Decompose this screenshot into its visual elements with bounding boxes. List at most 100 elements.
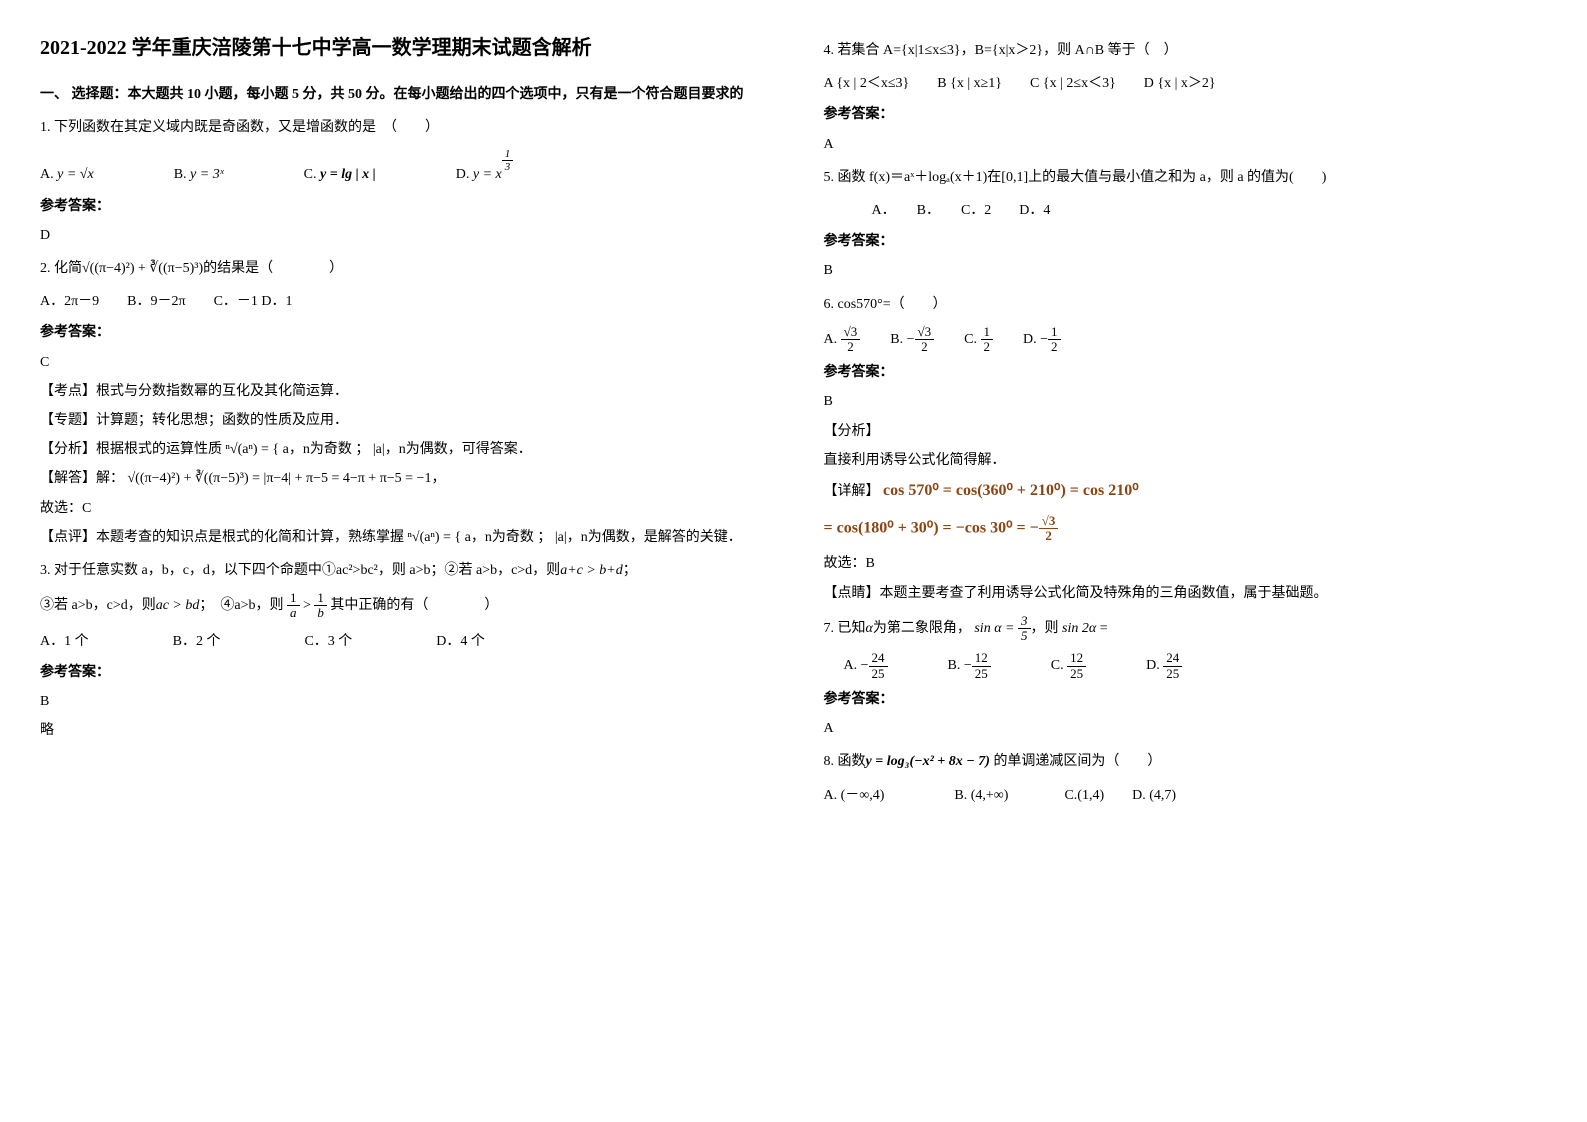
q2-dianping-pre: 【点评】本题考查的知识点是根式的化简和计算，熟练掌握	[40, 530, 404, 545]
q6-optC-frac: 12	[981, 325, 994, 355]
q3-l2d: 1a > 1b	[287, 598, 327, 613]
q6-answer: B	[824, 389, 1548, 414]
q7-b: α	[866, 621, 873, 636]
q6-xiangjie-line2: = cos(180⁰ + 30⁰) = −cos 30⁰ = −√32	[824, 514, 1548, 544]
q6-xiangjie-label: 【详解】	[824, 484, 880, 499]
q8-a: 8. 函数	[824, 754, 866, 769]
q7-stem: 7. 已知α为第二象限角， sin α = 35，则 sin 2α =	[824, 614, 1548, 644]
q6-optB-label: B.	[890, 332, 903, 347]
q7-optA-frac: 2425	[869, 651, 888, 681]
q2-stem-math: √((π−4)²) + ∛((π−5)³)	[82, 261, 203, 276]
q6-xiangjie-line1: cos 570⁰ = cos(360⁰ + 210⁰) = cos 210⁰	[883, 482, 1139, 499]
q5-stem: 5. 函数 f(x)＝aˣ＋logₐ(x＋1)在[0,1]上的最大值与最小值之和…	[824, 165, 1548, 190]
q7-optD-frac: 2425	[1163, 651, 1182, 681]
q2-dianping: 【点评】本题考查的知识点是根式的化简和计算，熟练掌握 ⁿ√(aⁿ) = { a，…	[40, 525, 764, 550]
q2-answer-label: 参考答案：	[40, 320, 764, 345]
q3-l2b: ac > bd	[156, 598, 200, 613]
q3-stem-line1: 3. 对于任意实数 a，b，c，d，以下四个命题中①ac²>bc²，则 a>b；…	[40, 558, 764, 583]
q2-kaodian: 【考点】根式与分数指数幂的互化及其化简运算．	[40, 379, 764, 404]
right-column: 4. 若集合 A={x|1≤x≤3}，B={x|x＞2}，则 A∩B 等于（ ）…	[824, 30, 1548, 812]
q3-stem-line2: ③若 a>b，c>d，则ac > bd； ④a>b，则 1a > 1b 其中正确…	[40, 591, 764, 621]
q3-l2e: 其中正确的有（ ）	[330, 598, 498, 613]
q3-lue: 略	[40, 718, 764, 743]
q7-answer: A	[824, 716, 1548, 741]
q4-opts: A {x | 2＜x≤3} B {x | x≥1} C {x | 2≤x＜3} …	[824, 71, 1548, 96]
q2-jieda-post: 故选：C	[40, 496, 764, 521]
q3-l1a: 3. 对于任意实数 a，b，c，d，以下四个命题中①ac²>bc²，则 a>b；…	[40, 563, 560, 578]
q4-stem: 4. 若集合 A={x|1≤x≤3}，B={x|x＞2}，则 A∩B 等于（ ）	[824, 38, 1548, 63]
q3-answer-label: 参考答案：	[40, 660, 764, 685]
q6-fenxi: 直接利用诱导公式化简得解．	[824, 448, 1548, 473]
q2-stem-post: 的结果是（ ）	[203, 261, 343, 276]
q2-zhuanti: 【专题】计算题；转化思想；函数的性质及应用．	[40, 408, 764, 433]
q7-optD-label: D.	[1146, 658, 1160, 673]
q5-answer: B	[824, 258, 1548, 283]
q8-c: 的单调递减区间为（ ）	[990, 754, 1162, 769]
q1-optA-label: A.	[40, 167, 54, 182]
q7-a: 7. 已知	[824, 621, 866, 636]
q4-answer-label: 参考答案：	[824, 102, 1548, 127]
q2-stem-pre: 2. 化简	[40, 261, 82, 276]
q6-optA-frac: √32	[841, 325, 861, 355]
q6-optD-frac: 12	[1048, 325, 1061, 355]
q6-xj2a: = cos(180⁰ + 30⁰) = −cos 30⁰ = −	[824, 519, 1039, 536]
q2-fenxi: 【分析】根据根式的运算性质 ⁿ√(aⁿ) = { a，n为奇数 ； |a|，n为…	[40, 437, 764, 462]
q3-l1b: a+c > b+d	[560, 563, 623, 578]
q4-answer: A	[824, 132, 1548, 157]
q6-stem: 6. cos570°=（ ）	[824, 292, 1548, 317]
q7-options: A. −2425 B. −1225 C. 1225 D. 2425	[824, 651, 1548, 681]
q2-stem: 2. 化简√((π−4)²) + ∛((π−5)³)的结果是（ ）	[40, 256, 764, 281]
q3-l1c: ；	[623, 563, 637, 578]
q7-e: sin 2α	[1062, 621, 1096, 636]
q1-optD-label: D.	[456, 167, 470, 182]
section-1-header: 一、 选择题：本大题共 10 小题，每小题 5 分，共 50 分。在每小题给出的…	[40, 82, 764, 107]
q2-fenxi-post: ，可得答案．	[448, 442, 532, 457]
q2-fenxi-math: ⁿ√(aⁿ) = { a，n为奇数 ； |a|，n为偶数	[226, 442, 448, 457]
q3-l2c: ； ④a>b，则	[199, 598, 283, 613]
q1-optC-label: C.	[304, 167, 317, 182]
q2-dianping-post: ，是解答的关键．	[630, 530, 742, 545]
q5-answer-label: 参考答案：	[824, 229, 1548, 254]
q6-optD-neg: −	[1040, 332, 1048, 347]
q2-jieda-math: √((π−4)²) + ∛((π−5)³) = |π−4| + π−5 = 4−…	[128, 471, 446, 486]
q8-b: y = log₃(−x² + 8x − 7)	[866, 754, 990, 769]
q7-optB-label: B.	[948, 658, 961, 673]
q1-answer: D	[40, 223, 764, 248]
q5-opts: A． B． C．2 D．4	[824, 198, 1548, 223]
q2-dianping-math: ⁿ√(aⁿ) = { a，n为奇数 ； |a|，n为偶数	[408, 530, 630, 545]
q3-l2a: ③若 a>b，c>d，则	[40, 598, 156, 613]
q7-optA-label: A.	[844, 658, 858, 673]
q1-optA: y = √x	[57, 167, 94, 182]
q7-optA-neg: −	[861, 658, 869, 673]
q1-optB: y = 3ˣ	[190, 167, 224, 182]
q6-xiangjie: 【详解】 cos 570⁰ = cos(360⁰ + 210⁰) = cos 2…	[824, 477, 1548, 506]
q7-answer-label: 参考答案：	[824, 687, 1548, 712]
left-column: 2021-2022 学年重庆涪陵第十七中学高一数学理期末试题含解析 一、 选择题…	[40, 30, 764, 812]
doc-title: 2021-2022 学年重庆涪陵第十七中学高一数学理期末试题含解析	[40, 30, 764, 66]
q6-guxuan: 故选：B	[824, 551, 1548, 576]
q7-optB-frac: 1225	[972, 651, 991, 681]
q1-answer-label: 参考答案：	[40, 194, 764, 219]
page: 2021-2022 学年重庆涪陵第十七中学高一数学理期末试题含解析 一、 选择题…	[40, 30, 1547, 812]
q1-optB-label: B.	[174, 167, 187, 182]
q7-optC-label: C.	[1051, 658, 1064, 673]
q6-options: A. √32 B. −√32 C. 12 D. −12	[824, 325, 1548, 355]
q1-optC: y = lg | x |	[320, 167, 376, 182]
q7-d: ，则	[1031, 621, 1059, 636]
q6-optB-frac: √32	[915, 325, 935, 355]
q3-answer: B	[40, 689, 764, 714]
q7-optB-neg: −	[964, 658, 972, 673]
q6-optA-label: A.	[824, 332, 838, 347]
q7-c: 为第二象限角，	[873, 621, 971, 636]
q6-optB-neg: −	[907, 332, 915, 347]
q7-sin: sin α = 35	[974, 621, 1030, 636]
q6-optD-label: D.	[1023, 332, 1037, 347]
q7-optC-frac: 1225	[1067, 651, 1086, 681]
q6-optC-label: C.	[964, 332, 977, 347]
q6-dianjing: 【点睛】本题主要考查了利用诱导公式化简及特殊角的三角函数值，属于基础题。	[824, 581, 1548, 606]
q2-fenxi-pre: 【分析】根据根式的运算性质	[40, 442, 222, 457]
q1-optD: y = x13	[473, 167, 513, 182]
q8-stem: 8. 函数y = log₃(−x² + 8x − 7) 的单调递减区间为（ ）	[824, 749, 1548, 774]
q6-fenxi-label: 【分析】	[824, 419, 1548, 444]
q8-opts: A. (－∞,4) B. (4,+∞) C.(1,4) D. (4,7)	[824, 783, 1548, 808]
